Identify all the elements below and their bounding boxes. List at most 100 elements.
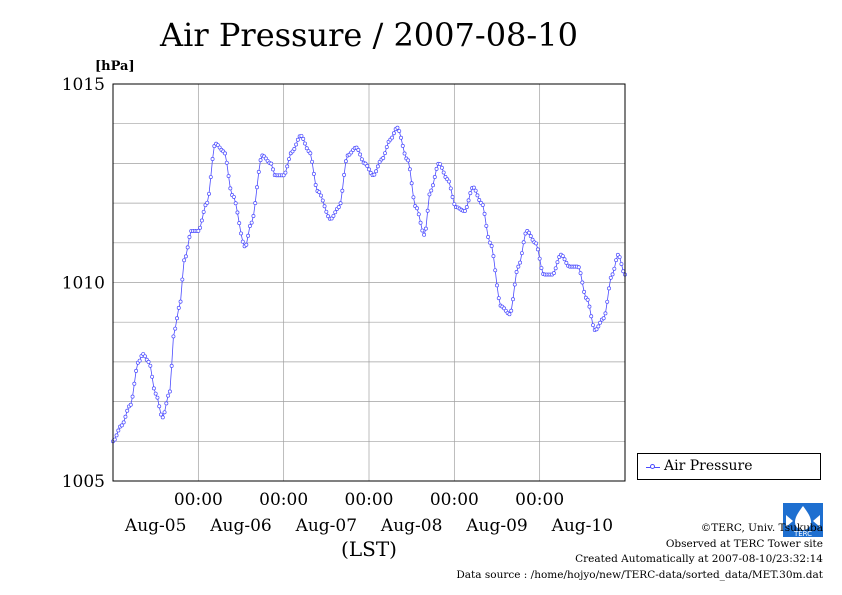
data-point — [591, 323, 595, 328]
data-point — [580, 280, 585, 285]
data-point — [519, 251, 524, 256]
data-point — [244, 242, 249, 247]
data-point — [167, 389, 172, 394]
data-point — [477, 198, 482, 202]
data-point — [523, 231, 528, 236]
data-point — [464, 205, 469, 210]
data-point — [342, 172, 347, 177]
data-point — [317, 190, 322, 195]
data-point — [251, 214, 256, 218]
data-point — [310, 159, 315, 164]
data-point — [527, 230, 531, 235]
data-point — [281, 173, 286, 178]
copyright-text: ©TERC, Univ. Tsukuba — [700, 522, 823, 534]
data-point — [447, 179, 451, 184]
data-point — [166, 393, 171, 398]
data-point — [338, 201, 343, 206]
data-point — [231, 194, 236, 199]
x-time-tick-label: 00:00 — [259, 490, 308, 510]
x-date-label: Aug-10 — [551, 516, 613, 536]
data-point — [182, 258, 187, 263]
data-point — [562, 257, 567, 262]
data-point — [295, 137, 300, 142]
data-point — [130, 394, 135, 399]
data-point — [331, 213, 336, 218]
data-point — [185, 245, 190, 250]
data-point — [582, 289, 587, 294]
created-timestamp-text: Created Automatically at 2007-08-10/23:3… — [575, 553, 823, 565]
data-point — [205, 200, 210, 205]
data-point — [329, 216, 334, 221]
data-point — [496, 296, 501, 301]
data-point — [466, 198, 471, 203]
data-point — [320, 198, 325, 203]
x-date-label: Aug-06 — [209, 516, 271, 536]
data-point — [308, 151, 313, 156]
data-point — [196, 228, 201, 233]
plot-frame — [112, 83, 626, 482]
data-point — [535, 247, 540, 252]
data-point — [612, 266, 617, 271]
data-point — [395, 125, 400, 130]
data-point — [415, 206, 419, 211]
data-point — [375, 164, 380, 169]
data-point — [406, 158, 411, 163]
terc-logo-icon: TERC — [783, 503, 823, 537]
data-point — [491, 254, 496, 259]
data-point — [409, 181, 414, 186]
data-point — [486, 235, 491, 239]
data-point — [208, 175, 213, 179]
data-point — [114, 433, 119, 438]
data-point — [438, 162, 443, 167]
data-point — [336, 205, 341, 210]
data-point — [199, 218, 204, 223]
data-point — [132, 381, 137, 386]
data-point — [516, 264, 521, 269]
x-date-label: Aug-08 — [380, 516, 442, 536]
data-point — [603, 311, 608, 316]
data-point — [551, 271, 556, 276]
data-point — [333, 210, 338, 215]
data-point — [495, 283, 499, 288]
data-point — [210, 157, 215, 161]
data-point — [359, 157, 364, 162]
observation-site-text: Observed at TERC Tower site — [665, 537, 823, 550]
x-time-tick-label: 00:00 — [430, 490, 479, 510]
data-point — [207, 191, 211, 196]
data-point — [356, 148, 361, 152]
data-point — [285, 164, 290, 169]
data-point — [340, 188, 345, 193]
data-point — [112, 437, 117, 442]
data-point — [420, 228, 425, 233]
data-point — [381, 156, 386, 160]
data-point — [240, 239, 245, 244]
x-tick-labels: 00:00 00:00 00:00 00:00 00:00 Aug-05 Aug-06 Aug… — [124, 490, 613, 536]
data-point — [514, 270, 519, 274]
legend-label: Air Pressure — [664, 458, 753, 474]
data-point — [564, 260, 569, 265]
data-point — [125, 408, 130, 413]
data-point — [322, 204, 327, 209]
data-point — [587, 304, 592, 309]
data-point — [116, 428, 121, 433]
data-point — [235, 210, 240, 215]
data-point — [468, 191, 473, 196]
data-point — [372, 172, 377, 177]
data-point — [311, 171, 316, 176]
data-point — [560, 254, 565, 258]
data-point — [292, 147, 297, 151]
data-point — [153, 391, 158, 396]
data-point — [601, 316, 606, 321]
data-point — [518, 260, 523, 265]
data-point — [621, 269, 626, 274]
data-point — [471, 185, 476, 190]
data-point — [365, 163, 370, 168]
series-air-pressure — [111, 125, 627, 444]
data-point — [246, 233, 251, 238]
data-point — [283, 170, 288, 175]
data-point — [164, 401, 169, 406]
data-point — [258, 158, 263, 163]
data-point — [534, 241, 539, 246]
data-point — [452, 202, 457, 207]
grid-lines — [113, 84, 625, 481]
